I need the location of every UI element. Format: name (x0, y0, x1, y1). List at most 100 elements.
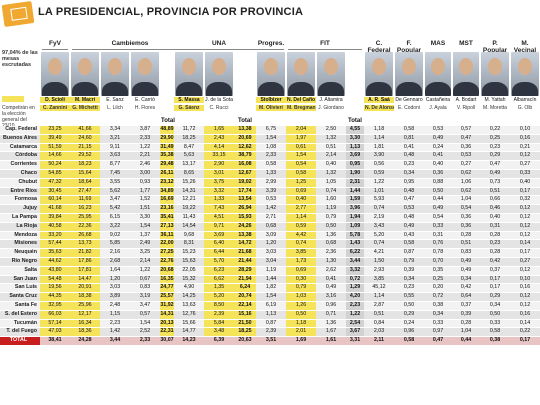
result-cell: 27,47 (70, 187, 100, 197)
candidate-photo (71, 52, 99, 96)
result-cell: 1,19 (256, 266, 286, 276)
result-cell: 47,03 (40, 327, 70, 338)
result-cell: 0,12 (510, 204, 540, 214)
result-cell: 2,31 (346, 178, 364, 188)
province-name: San Luis (0, 283, 40, 294)
result-cell: 0,16 (510, 310, 540, 320)
result-cell: 54,48 (40, 275, 70, 285)
result-cell: 16,69 (160, 195, 174, 206)
result-cell: 3,44 (346, 257, 364, 267)
result-cell: 0,54 (452, 204, 480, 214)
candidate-yattah: M. Yattah M. Moretta (480, 52, 510, 116)
result-cell: 1,33 (204, 195, 234, 206)
result-cell: 0,37 (480, 266, 510, 276)
result-cell: 0,36 (452, 222, 480, 232)
result-cell: 3,63 (100, 151, 130, 162)
result-cell: 2,23 (100, 319, 130, 329)
result-cell: 3,47 (130, 301, 160, 311)
group-divider (258, 49, 284, 50)
result-cell: 6,19 (256, 301, 286, 311)
result-cell: 20,63 (234, 336, 256, 346)
result-cell: 0,35 (424, 266, 452, 276)
result-cell: 1,43 (346, 239, 364, 250)
result-cell: 3,21 (100, 134, 130, 144)
result-cell: 0,30 (286, 275, 316, 285)
result-cell: 13,38 (234, 126, 256, 135)
result-cell: 21,82 (70, 248, 100, 258)
candidate-delasota: J. de la Sota C. Rucci (204, 52, 234, 116)
result-cell: 3,25 (130, 248, 160, 258)
result-cell: 3,09 (256, 231, 286, 241)
result-cell: 7,43 (204, 204, 234, 214)
table-row: La Rioja 40,58 22,36 3,22 1,54 27,13 14,54 9,71… (0, 222, 540, 232)
result-cell: 32,95 (40, 301, 70, 311)
result-cell: 0,43 (394, 231, 424, 241)
result-cell: 0,73 (480, 178, 510, 188)
result-cell: 0,31 (424, 231, 452, 241)
result-cell: 39,49 (40, 134, 70, 144)
candidate-name: Castañeira (425, 97, 451, 103)
result-cell: 0,84 (364, 319, 394, 329)
result-cell: 0,50 (286, 310, 316, 320)
table-row: Cap. Federal 23,25 41,66 3,34 3,87 48,89 11,72… (0, 126, 540, 135)
ballot-box-icon (1, 1, 35, 27)
candidate-photo (365, 52, 393, 96)
result-cell: 0,40 (316, 160, 346, 170)
result-cell: 0,42 (480, 257, 510, 267)
result-cell: 44,35 (40, 292, 70, 302)
result-cell: 17,86 (70, 257, 100, 267)
result-cell: 3,69 (346, 151, 364, 162)
candidate-photo (511, 52, 539, 96)
result-cell: 2,54 (346, 319, 364, 329)
group-divider (42, 49, 68, 50)
result-cell: 3,01 (204, 169, 234, 179)
result-cell: 57,44 (40, 239, 70, 250)
result-cell: 2,19 (364, 213, 394, 223)
result-cell: 0,71 (316, 310, 346, 320)
result-cell: 0,17 (510, 336, 540, 346)
group-mas: MAS (430, 40, 446, 47)
table-row: Jujuy 41,68 16,23 5,42 1,51 23,16 19,22 7,43 26,… (0, 204, 540, 214)
result-cell: 0,41 (424, 151, 452, 162)
result-cell: 0,31 (480, 222, 510, 232)
result-cell: 3,87 (130, 126, 160, 135)
result-cell: 2,23 (346, 301, 364, 311)
result-cell: 2,87 (364, 301, 394, 311)
table-row: T. del Fuego 47,03 18,36 1,42 2,52 22,31 14,77… (0, 327, 540, 338)
result-cell: 25,96 (70, 301, 100, 311)
result-cell: 0,39 (452, 310, 480, 320)
page-title: LA PRESIDENCIAL, PROVINCIA POR PROVINCIA (38, 6, 304, 18)
result-cell: 0,69 (286, 187, 316, 197)
table-row: Tucumán 57,14 16,34 2,23 1,54 20,13 15,66 5,84 2… (0, 319, 540, 329)
result-cell: 23,12 (160, 178, 174, 188)
result-cell: 1,42 (256, 204, 286, 214)
running-mate: G. Olb (517, 105, 533, 111)
result-cell: 1,32 (316, 169, 346, 179)
result-cell: 2,14 (130, 257, 160, 267)
result-cell: 6,23 (204, 266, 234, 276)
result-cell: 15,66 (174, 319, 204, 329)
candidate-photo (101, 52, 129, 96)
result-cell: 2,99 (256, 178, 286, 188)
result-cell: 1,03 (286, 292, 316, 302)
result-cell: 47,32 (40, 178, 70, 188)
result-cell: 0,74 (364, 239, 394, 250)
result-cell: 0,76 (424, 239, 452, 250)
result-cell: 2,11 (364, 336, 394, 346)
result-cell: 15,32 (174, 275, 204, 285)
result-cell: 1,14 (286, 213, 316, 223)
province-name: La Rioja (0, 222, 40, 232)
candidate-name: N. Del Caño (286, 97, 316, 103)
result-cell: 5,42 (100, 204, 130, 214)
group-mvecinal: M. Vecinal (513, 40, 537, 54)
result-cell: 2,21 (130, 151, 160, 162)
result-cell: 0,49 (452, 257, 480, 267)
result-cell: 57,14 (40, 319, 70, 329)
result-cell: 1,64 (100, 266, 130, 276)
table-row: Santa Fe 32,95 25,96 2,48 3,47 31,92 13,63 8,50… (0, 301, 540, 311)
result-cell: 0,16 (510, 134, 540, 144)
running-mate: C. Rucci (209, 105, 229, 111)
result-cell: 20,68 (160, 266, 174, 276)
result-cell: 0,40 (510, 178, 540, 188)
candidate-castaneira: Castañeira J. Ayala (424, 52, 452, 116)
